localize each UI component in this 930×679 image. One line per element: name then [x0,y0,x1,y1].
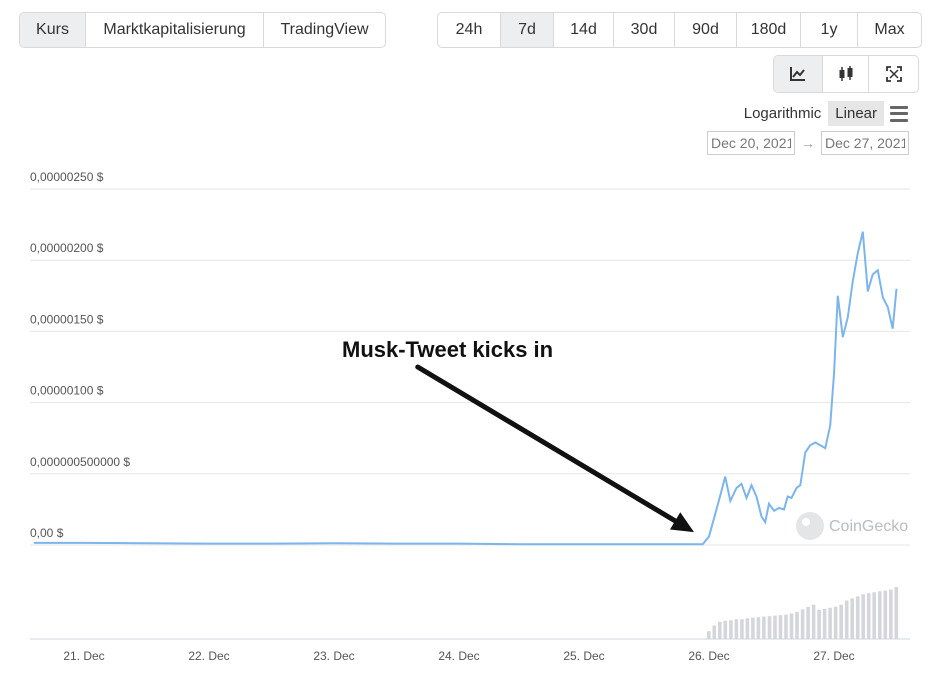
volume-bar [756,617,761,639]
range-7d-button[interactable]: 7d [501,13,554,47]
y-tick-label: 0,00000150 $ [30,312,104,326]
price-line [34,231,898,546]
x-tick-label: 27. Dec [813,649,854,663]
coingecko-watermark: CoinGecko [796,512,908,540]
watermark-text: CoinGecko [829,518,908,535]
volume-bar [872,592,876,639]
volume-bar [718,621,722,639]
range-90d-button[interactable]: 90d [675,13,737,47]
fullscreen-view-button[interactable] [869,56,918,92]
candlestick-icon [837,65,855,83]
y-tick-label: 0,00000200 $ [30,241,104,255]
annotation-arrow-head [669,512,694,533]
volume-bar [822,608,827,639]
volume-bar [734,619,739,639]
x-tick-label: 21. Dec [63,649,104,663]
volume-bars [707,587,899,639]
annotation-text: Musk-Tweet kicks in [342,337,553,362]
volume-bar [773,615,777,639]
chart-type-tabs: Kurs Marktkapitalisierung TradingView [19,12,386,48]
volume-bar [850,598,854,639]
volume-bar [767,616,772,639]
x-tick-label: 26. Dec [688,649,729,663]
volume-bar [745,618,750,639]
logarithmic-option[interactable]: Logarithmic [743,105,822,122]
y-axis-labels: 0,00 $ 0,000000500000 $ 0,00000100 $ 0,0000… [30,170,130,540]
y-tick-label: 0,00 $ [30,526,64,540]
range-180d-button[interactable]: 180d [737,13,801,47]
fullscreen-icon [885,66,902,82]
time-range-selector: 24h 7d 14d 30d 90d 180d 1y Max [437,12,922,48]
x-tick-label: 24. Dec [438,649,479,663]
x-tick-label: 22. Dec [188,649,229,663]
volume-bar [828,607,832,639]
line-chart-view-button[interactable] [774,56,823,92]
volume-bar [839,604,843,639]
volume-bar [778,615,783,639]
volume-bar [817,609,821,639]
tab-marktkapitalisierung[interactable]: Marktkapitalisierung [86,13,264,47]
y-tick-label: 0,00000100 $ [30,384,104,398]
volume-bar [889,589,893,639]
tab-kurs[interactable]: Kurs [20,13,86,47]
y-tick-label: 0,000000500000 $ [30,455,130,469]
volume-bar [712,625,717,639]
date-range: → [707,131,909,155]
annotation: Musk-Tweet kicks in [342,337,694,533]
scale-toggle: Logarithmic Linear [737,101,908,126]
range-max-button[interactable]: Max [874,21,905,38]
tab-tradingview[interactable]: TradingView [280,21,369,38]
volume-bar [784,614,788,639]
line-chart-icon [789,66,807,82]
volume-bar [740,619,744,639]
range-1y-button[interactable]: 1y [801,13,858,47]
annotation-arrow [415,364,678,524]
volume-bar [866,593,871,639]
volume-bar [883,590,888,639]
volume-bar [707,631,711,639]
gecko-eye-icon [802,518,810,526]
y-tick-label: 0,00000250 $ [30,170,104,184]
grid-lines [30,188,910,546]
candlestick-view-button[interactable] [823,56,869,92]
volume-bar [795,612,799,639]
volume-bar [833,606,838,639]
volume-bar [762,616,766,639]
volume-bar [811,604,816,639]
date-to-input[interactable] [821,131,909,155]
date-range-arrow: → [801,135,815,151]
volume-bar [855,596,860,639]
view-mode-toggle [773,55,919,93]
volume-bar [878,591,882,639]
volume-bar [729,620,733,639]
volume-bar [751,617,755,639]
gecko-logo-icon [796,512,824,540]
range-24h-button[interactable]: 24h [438,13,501,47]
range-30d-button[interactable]: 30d [614,13,675,47]
date-from-input[interactable] [707,131,795,155]
x-tick-label: 25. Dec [563,649,604,663]
x-axis-labels: 21. Dec 22. Dec 23. Dec 24. Dec 25. Dec 26. D… [63,649,854,663]
range-14d-button[interactable]: 14d [554,13,614,47]
volume-bar [789,613,794,639]
volume-bar [844,600,849,639]
linear-option[interactable]: Linear [828,101,884,126]
volume-bar [806,606,810,639]
volume-bar [894,587,899,639]
volume-bar [723,620,728,639]
volume-bar [800,609,805,639]
x-tick-label: 23. Dec [313,649,354,663]
hamburger-menu-icon[interactable] [890,105,908,122]
volume-bar [861,594,865,639]
